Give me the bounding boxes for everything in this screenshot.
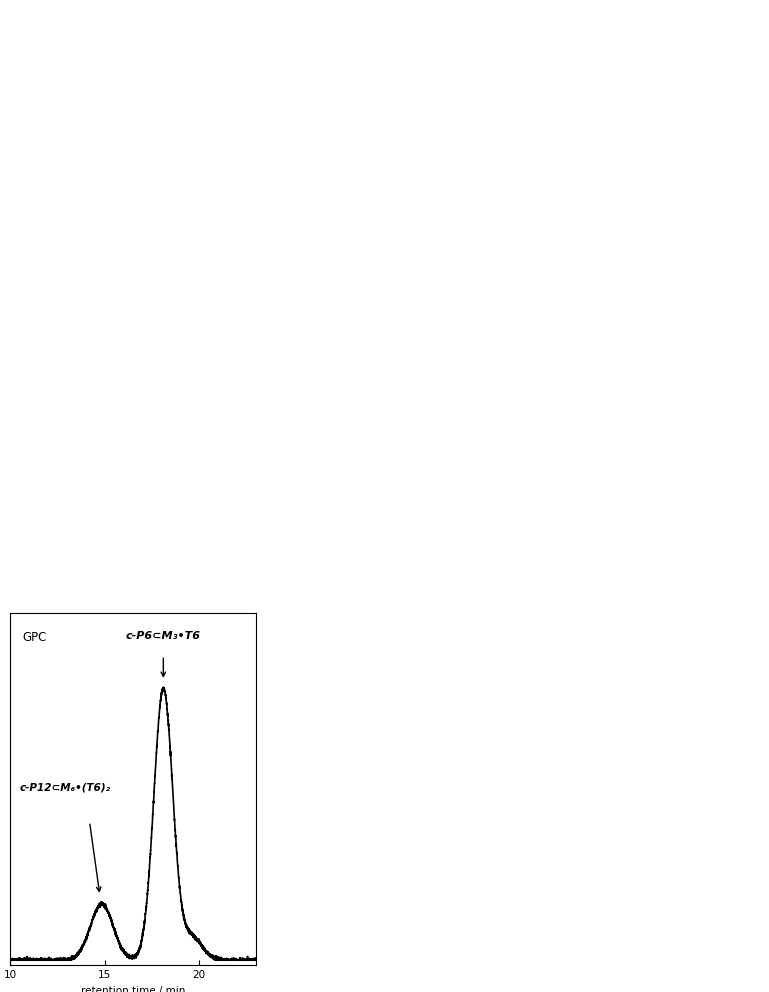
X-axis label: retention time / min: retention time / min [81,986,185,992]
Text: GPC: GPC [22,631,47,644]
Text: c-P12⊂M₆•(T6)₂: c-P12⊂M₆•(T6)₂ [20,782,111,792]
Text: c-P6⊂M₃•T6: c-P6⊂M₃•T6 [126,631,201,641]
